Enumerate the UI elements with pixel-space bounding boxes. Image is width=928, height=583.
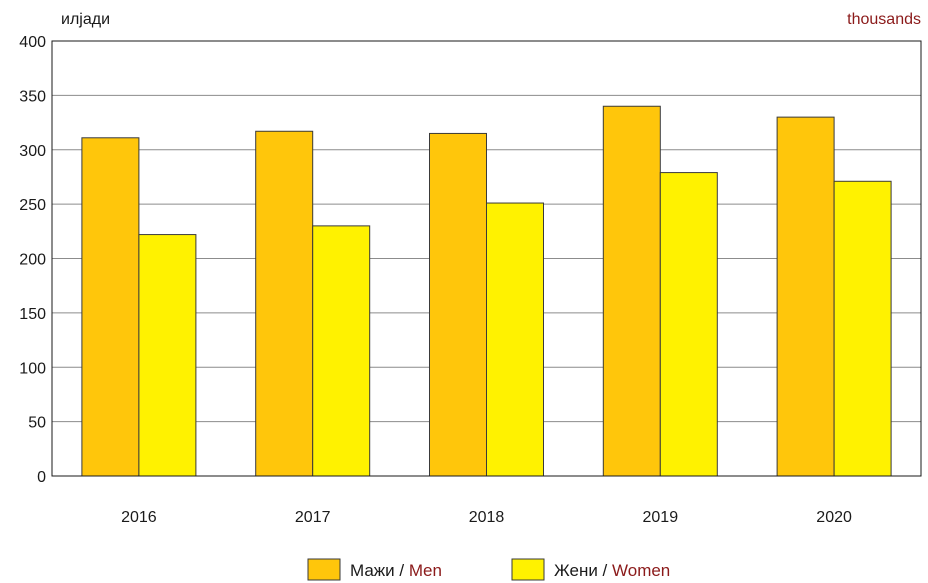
x-axis-ticks: 2016 2017 2018 2019 2020: [121, 509, 852, 526]
y-tick-label: 150: [19, 306, 46, 323]
x-tick-label: 2020: [816, 509, 852, 526]
legend-label-women: Жени / Women: [554, 561, 670, 580]
unit-label-left: илјади: [61, 11, 110, 28]
legend-swatch-women: [511, 558, 545, 581]
legend-swatch-men: [307, 558, 341, 581]
legend-name-mk: Жени /: [554, 561, 612, 580]
unit-label-right: thousands: [847, 11, 921, 28]
plot-frame: [51, 40, 922, 477]
y-tick-label: 200: [19, 252, 46, 269]
x-tick-label: 2019: [643, 509, 679, 526]
legend-label-men: Мажи / Men: [350, 561, 442, 580]
x-tick-label: 2016: [121, 509, 157, 526]
y-tick-label: 250: [19, 197, 46, 214]
bar-men-2018: [429, 132, 487, 477]
y-tick-label: 350: [19, 88, 46, 105]
legend: Мажи / Men Жени / Women: [307, 558, 670, 581]
x-tick-label: 2018: [469, 509, 505, 526]
y-tick-label: 300: [19, 143, 46, 160]
bar-women-2018: [486, 202, 544, 477]
y-tick-label: 50: [28, 415, 46, 432]
bar-men-2016: [81, 137, 140, 477]
bar-women-2020: [833, 180, 892, 477]
legend-name-en: Men: [409, 561, 442, 580]
bar-women-2017: [312, 225, 371, 477]
y-axis-ticks: 0 50 100 150 200 250 300 350 400: [19, 34, 46, 486]
bar-women-2019: [659, 172, 718, 477]
legend-name-mk: Мажи /: [350, 561, 409, 580]
bar-women-2016: [138, 234, 197, 477]
bar-men-2017: [255, 130, 314, 477]
y-tick-label: 100: [19, 360, 46, 377]
x-tick-label: 2017: [295, 509, 331, 526]
bar-men-2019: [602, 105, 661, 477]
legend-name-en: Women: [612, 561, 670, 580]
y-tick-label: 0: [37, 469, 46, 486]
bars: [81, 105, 892, 477]
bar-men-2020: [776, 116, 835, 477]
y-tick-label: 400: [19, 34, 46, 51]
